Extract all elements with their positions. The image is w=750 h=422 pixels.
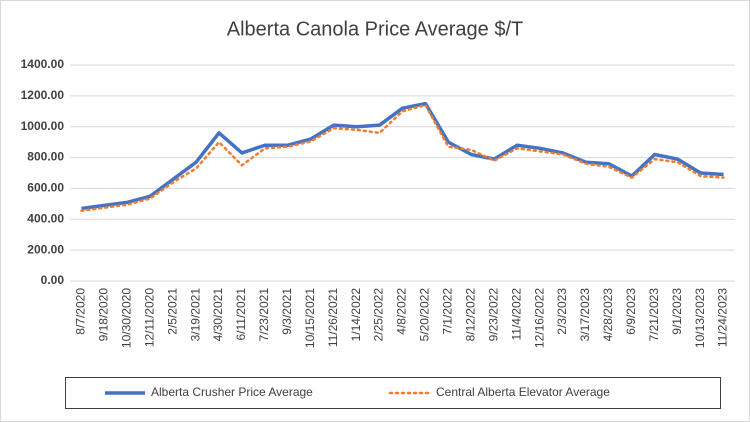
y-tick-label: 1400.00 <box>21 57 65 71</box>
x-tick-label: 10/15/2021 <box>303 288 317 348</box>
x-tick-label: 6/9/2023 <box>624 288 638 335</box>
y-tick-label: 600.00 <box>27 181 64 195</box>
series-line <box>80 103 725 213</box>
x-tick-label: 4/8/2022 <box>395 288 409 335</box>
x-tick-label: 11/26/2021 <box>326 288 340 347</box>
y-tick-label: 1000.00 <box>21 119 65 133</box>
x-tick-label: 11/4/2022 <box>509 288 523 341</box>
x-tick-label: 10/13/2023 <box>693 288 707 348</box>
x-tick-label: 7/1/2022 <box>441 288 455 335</box>
x-tick-label: 3/19/2021 <box>188 288 202 342</box>
x-tick-label: 7/21/2023 <box>647 288 661 342</box>
y-tick-label: 800.00 <box>27 150 64 164</box>
x-tick-label: 8/12/2022 <box>463 288 477 342</box>
legend-label: Central Alberta Elevator Average <box>436 385 610 399</box>
series-line <box>81 101 724 211</box>
legend-box <box>65 377 721 409</box>
x-tick-label: 12/16/2022 <box>532 288 546 348</box>
y-tick-label: 1200.00 <box>21 88 65 102</box>
x-tick-label: 9/23/2022 <box>486 288 500 342</box>
x-tick-label: 9/3/2021 <box>280 288 294 335</box>
x-tick-label: 2/5/2021 <box>165 288 179 335</box>
x-tick-label: 7/23/2021 <box>257 288 271 342</box>
x-tick-label: 12/11/2020 <box>142 288 156 347</box>
x-tick-label: 3/17/2023 <box>578 288 592 342</box>
chart-title: Alberta Canola Price Average $/T <box>227 18 523 40</box>
x-tick-label: 9/18/2020 <box>97 288 111 342</box>
x-tick-label: 9/1/2023 <box>670 288 684 335</box>
x-tick-label: 8/7/2020 <box>74 288 88 335</box>
x-tick-label: 6/11/2021 <box>234 288 248 341</box>
legend-label: Alberta Crusher Price Average <box>151 385 313 399</box>
y-tick-label: 400.00 <box>27 211 64 225</box>
x-tick-label: 11/24/2023 <box>716 288 730 347</box>
x-tick-label: 5/20/2022 <box>418 288 432 342</box>
x-tick-label: 4/30/2021 <box>211 288 225 342</box>
y-tick-label: 0.00 <box>41 273 65 287</box>
y-tick-label: 200.00 <box>27 242 64 256</box>
x-tick-label: 2/25/2022 <box>372 288 386 342</box>
x-tick-label: 1/14/2022 <box>349 288 363 342</box>
x-tick-label: 10/30/2020 <box>119 288 133 348</box>
x-tick-label: 4/28/2023 <box>601 288 615 342</box>
x-tick-label: 2/3/2023 <box>555 288 569 335</box>
